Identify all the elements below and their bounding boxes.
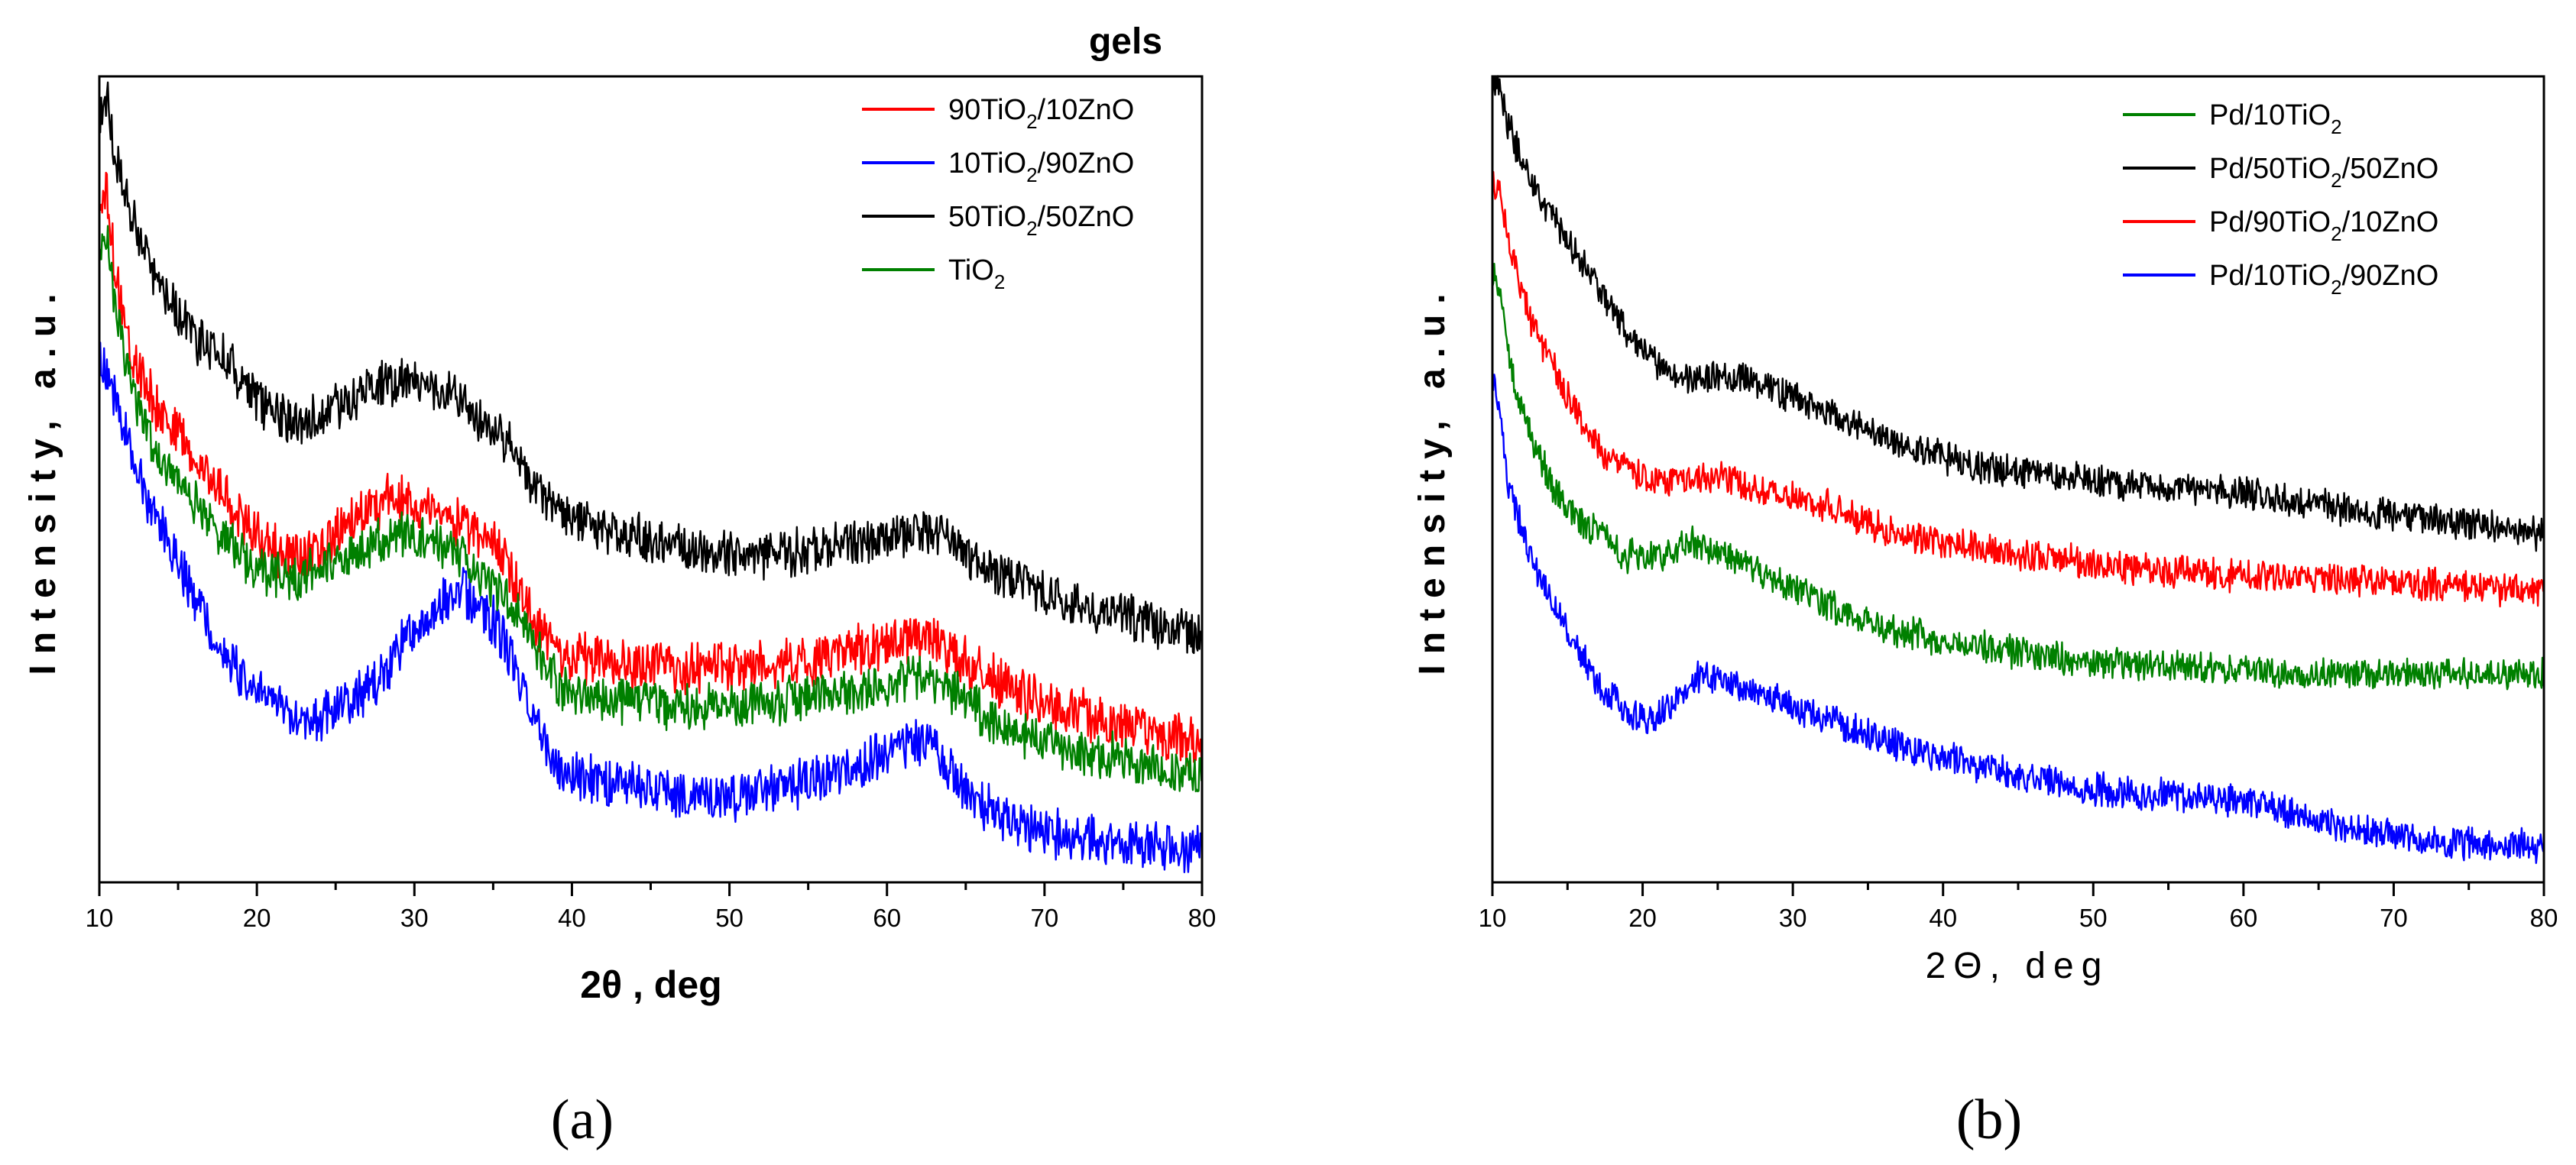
panel-a-x-axis-label-symbol: 2θ <box>580 963 622 1006</box>
panel-a-series-line-3 <box>98 81 1203 655</box>
panel-b-legend: Pd/10TiO2 Pd/50TiO2/50ZnO Pd/90TiO2/10ZnO P… <box>2123 99 2438 299</box>
panel-a-x-tick-label: 60 <box>873 904 901 932</box>
panel-a-legend-label-3: 50TiO2/50ZnO <box>948 201 1134 240</box>
panel-b-letter: (b) <box>1956 1089 2022 1151</box>
panel-a-series-line-2 <box>98 341 1203 874</box>
panel-b-series-line-4 <box>1492 374 2545 865</box>
panel-a-title: gels <box>1089 21 1162 62</box>
panel-b-legend-label-2: Pd/50TiO2/50ZnO <box>2209 153 2438 192</box>
panel-a-legend-label-4: TiO2 <box>948 254 1005 293</box>
panel-b-x-tick-label: 50 <box>2079 904 2108 932</box>
panel-b-series-line-3 <box>1491 170 2545 608</box>
panel-b-legend-label-3: Pd/90TiO2/10ZnO <box>2209 206 2438 245</box>
panel-a-chart: gels 10 20 30 40 50 60 70 80 90TiO2/10ZnO 10TiO2… <box>23 21 1216 1151</box>
panel-a-legend-label-1: 90TiO2/10ZnO <box>948 94 1134 133</box>
panel-a-series-line-1 <box>98 171 1203 767</box>
panel-a-x-tick-label: 50 <box>715 904 744 932</box>
panel-b-series-line-2 <box>1491 75 2545 552</box>
panel-a-x-ticks: 10 20 30 40 50 60 70 80 <box>86 882 1217 932</box>
panel-a-x-tick-label: 40 <box>558 904 586 932</box>
panel-b-legend-label-4: Pd/10TiO2/90ZnO <box>2209 260 2438 299</box>
panel-b-x-tick-label: 40 <box>1929 904 1957 932</box>
panel-a-x-tick-label: 20 <box>243 904 271 932</box>
panel-a-plot-frame <box>98 75 1204 884</box>
panel-a-legend: 90TiO2/10ZnO 10TiO2/90ZnO 50TiO2/50ZnO TiO2 <box>862 94 1134 293</box>
panel-a-x-axis-label-unit: , deg <box>622 963 722 1006</box>
panel-a-letter: (a) <box>551 1089 614 1151</box>
panel-b-series-line-1 <box>1491 263 2545 691</box>
panel-b-series-group <box>1491 75 2545 865</box>
panel-b-x-tick-label: 60 <box>2229 904 2257 932</box>
panel-b-x-axis-label-symbol: 2Θ <box>1926 946 1990 986</box>
panel-a-y-axis-label: Intensity, a.u. <box>23 283 63 675</box>
panel-a-x-tick-label: 80 <box>1188 904 1217 932</box>
panel-b-legend-label-1: Pd/10TiO2 <box>2209 99 2342 138</box>
panel-b-x-ticks: 10 20 30 40 50 60 70 80 <box>1479 882 2558 932</box>
panel-a-series-line-4 <box>98 225 1203 793</box>
panel-b-y-axis-label: Intensity, a.u. <box>1412 283 1453 675</box>
panel-a-series-group <box>98 81 1203 874</box>
panel-a-x-tick-label: 30 <box>400 904 429 932</box>
panel-b-x-tick-label: 70 <box>2380 904 2408 932</box>
panel-a-x-axis-label: 2θ , deg <box>580 963 721 1006</box>
panel-a-x-tick-label: 10 <box>86 904 114 932</box>
panel-b-chart: 10 20 30 40 50 60 70 80 Pd/10TiO2 Pd/50TiO2/50Zn… <box>1412 75 2558 1151</box>
panel-b-x-tick-label: 20 <box>1628 904 1657 932</box>
panel-b-x-tick-label: 10 <box>1479 904 1507 932</box>
panel-b-x-tick-label: 80 <box>2530 904 2558 932</box>
panel-a-legend-label-2: 10TiO2/90ZnO <box>948 147 1134 186</box>
panel-b-x-axis-label-unit: , deg <box>1990 946 2110 986</box>
panel-b-x-tick-label: 30 <box>1779 904 1807 932</box>
panel-a-x-tick-label: 70 <box>1030 904 1058 932</box>
panel-b-x-axis-label: 2Θ, deg <box>1926 946 2110 986</box>
